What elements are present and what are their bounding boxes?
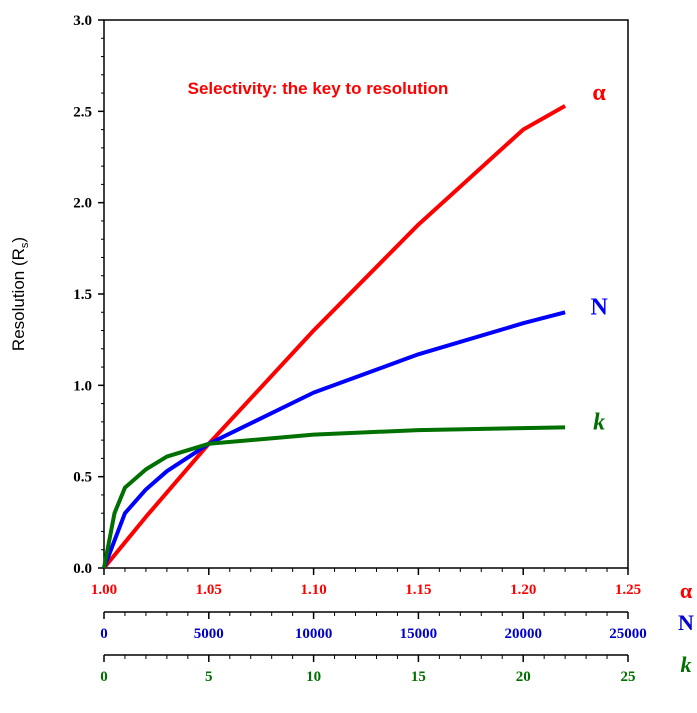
x-tick-label: 1.00 [91, 582, 117, 598]
x-tick-label: 5 [205, 669, 213, 685]
y-axis-label-subscript: s [19, 242, 31, 248]
x-tick-label: 0 [100, 626, 108, 642]
y-tick-label: 3.0 [73, 13, 92, 29]
y-axis-label-suffix: ) [9, 237, 28, 243]
series-label: N [590, 294, 608, 320]
y-tick-label: 0.0 [73, 561, 92, 577]
y-axis-label-text: Resolution (R [9, 248, 28, 351]
x-tick-label: 1.25 [615, 582, 641, 598]
x-tick-label: 20000 [504, 626, 542, 642]
x-tick-label: 15 [411, 669, 426, 685]
y-tick-label: 1.0 [73, 378, 92, 394]
y-tick-label: 1.5 [73, 287, 92, 303]
x-tick-label: 1.05 [196, 582, 222, 598]
x-tick-label: 1.15 [405, 582, 431, 598]
y-tick-label: 2.5 [73, 104, 92, 120]
x-axis-name: α [680, 578, 693, 603]
x-tick-label: 15000 [400, 626, 438, 642]
x-tick-label: 10000 [295, 626, 333, 642]
series-line [102, 425, 566, 569]
x-tick-label: 0 [100, 669, 108, 685]
x-tick-label: 1.20 [510, 582, 536, 598]
x-axis-name: N [678, 610, 694, 635]
series-label: k [593, 409, 605, 435]
y-tick-label: 2.0 [73, 196, 92, 212]
chart-title: Selectivity: the key to resolution [188, 79, 449, 98]
x-tick-label: 25 [621, 669, 636, 685]
y-axis-label: Resolution (Rs) [9, 237, 31, 351]
x-tick-label: 5000 [194, 626, 224, 642]
series-line [102, 104, 567, 570]
x-tick-label: 25000 [609, 626, 647, 642]
x-tick-label: 10 [306, 669, 321, 685]
x-tick-label: 1.10 [300, 582, 326, 598]
x-tick-label: 20 [516, 669, 531, 685]
plot-frame [103, 19, 629, 569]
series-label: α [592, 80, 606, 106]
series-line [102, 310, 566, 569]
y-tick-label: 0.5 [73, 470, 92, 486]
x-axis-name: k [681, 652, 692, 677]
